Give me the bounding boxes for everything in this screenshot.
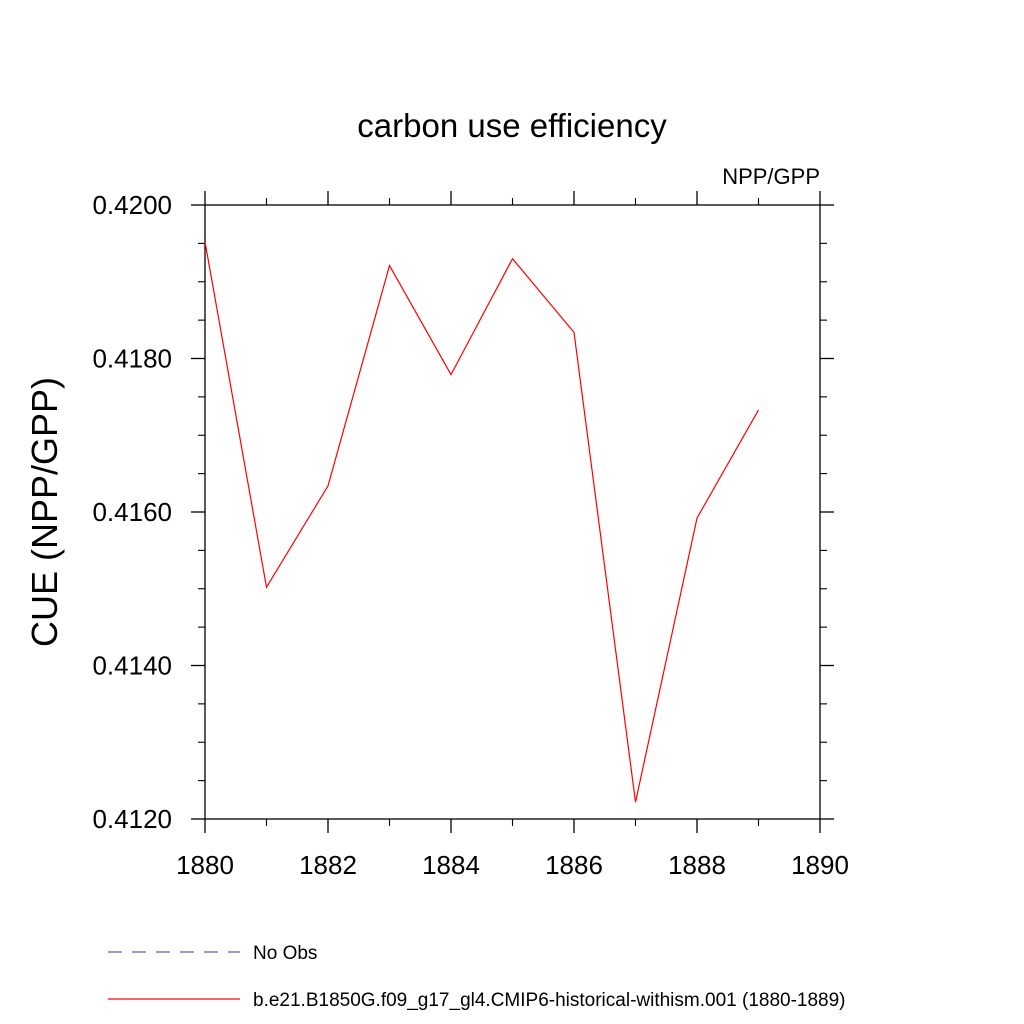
y-tick-label: 0.4180 — [92, 344, 172, 374]
chart-subtitle: NPP/GPP — [722, 164, 820, 189]
x-tick-label: 1890 — [791, 850, 849, 880]
legend-label: b.e21.B1850G.f09_g17_gl4.CMIP6-historica… — [253, 990, 846, 1011]
x-tick-label: 1888 — [668, 850, 726, 880]
y-tick-label: 0.4140 — [92, 651, 172, 681]
plot-frame — [204, 204, 821, 820]
axis-ticks — [191, 191, 834, 833]
chart-title: carbon use efficiency — [357, 107, 667, 144]
x-tick-label: 1884 — [422, 850, 480, 880]
tick-labels: 1880 1882 1884 1886 1888 1890 0.4120 0.4140 0.41… — [92, 190, 848, 880]
y-tick-label: 0.4200 — [92, 190, 172, 220]
y-tick-label: 0.4160 — [92, 497, 172, 527]
series-line-1 — [204, 241, 760, 803]
y-tick-label: 0.4120 — [92, 804, 172, 834]
x-tick-label: 1886 — [545, 850, 603, 880]
x-tick-label: 1882 — [299, 850, 357, 880]
series-layer — [204, 241, 760, 803]
legend-label: No Obs — [253, 943, 317, 964]
legend: No Obs b.e21.B1850G.f09_g17_gl4.CMIP6-his… — [108, 943, 846, 1011]
y-axis-label: CUE (NPP/GPP) — [24, 377, 65, 647]
x-tick-label: 1880 — [176, 850, 234, 880]
